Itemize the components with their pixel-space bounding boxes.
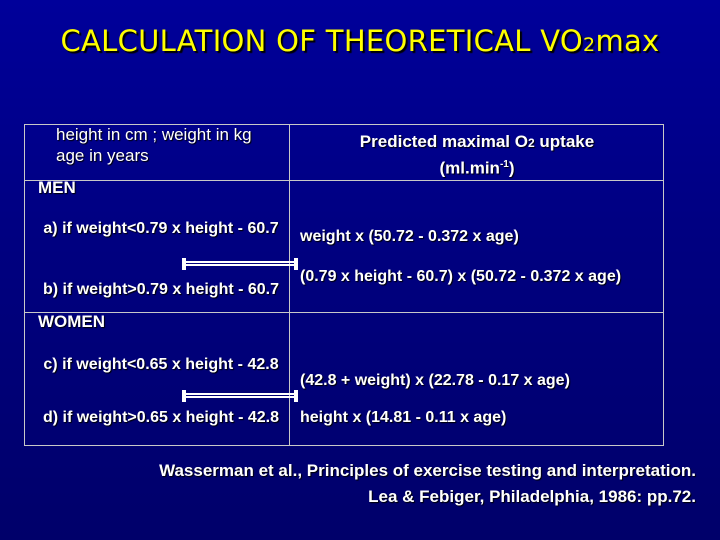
condition-b: b) if weight>0.79 x height - 60.7 [42,281,280,298]
formula-d: height x (14.81 - 0.11 x age) [300,409,507,426]
formula-b: (0.79 x height - 60.7) x (50.72 - 0.372 … [300,268,622,285]
formula-c: (42.8 + weight) x (22.78 - 0.17 x age) [300,372,570,389]
bracket-bar-women [182,393,298,398]
bracket-bar-men [182,261,298,266]
bracket-tab-men-left [182,258,186,270]
section-label-women: WOMEN [38,312,106,331]
citation: Wasserman et al., Principles of exercise… [159,461,696,506]
condition-a: a) if weight<0.79 x height - 60.7 [43,220,279,237]
formula-a: weight x (50.72 - 0.372 x age) [300,228,519,245]
condition-c: c) if weight<0.65 x height - 42.8 [43,356,279,373]
bracket-tab-women-right [294,390,298,402]
units-note: height in cm ; weight in kg age in years [56,125,252,165]
table-header-divider [24,180,664,181]
formula-table [24,124,664,446]
condition-d: d) if weight>0.65 x height - 42.8 [42,409,280,426]
bracket-tab-women-left [182,390,186,402]
bracket-tab-men-right [294,258,298,270]
section-label-men: MEN [38,178,76,197]
slide-title: CALCULATION OF THEORETICAL VO2max [60,24,660,58]
predicted-uptake-header: Predicted maximal O2 uptake (ml.min-1) [359,132,595,178]
table-section-divider [24,312,664,313]
table-column-divider [289,124,290,446]
